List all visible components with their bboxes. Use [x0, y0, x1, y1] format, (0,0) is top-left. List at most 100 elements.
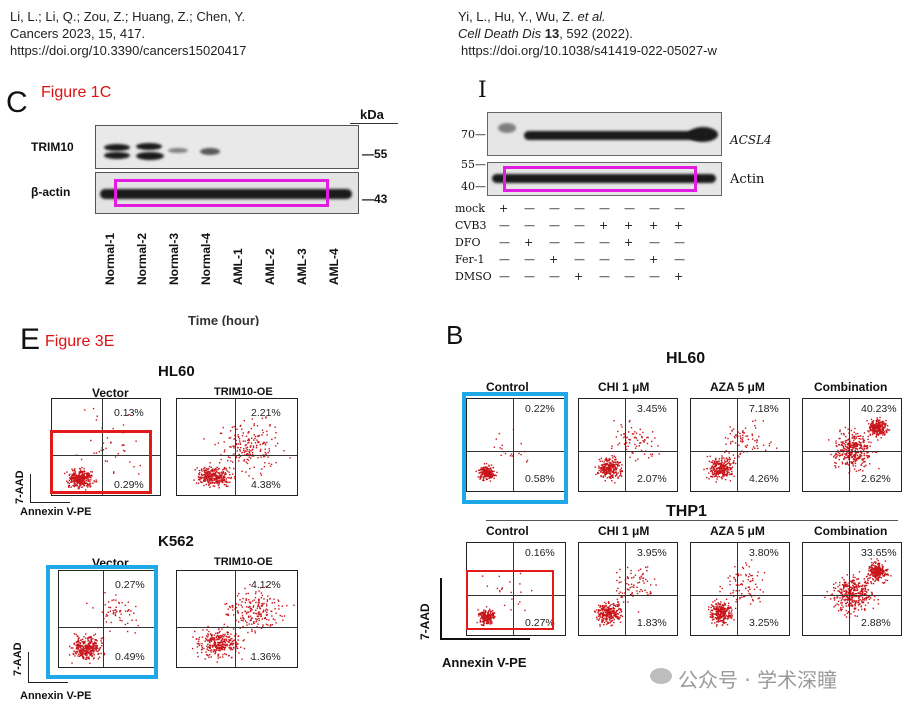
- figure-1c-label: Figure 1C: [41, 84, 112, 101]
- y-axis-label-e1: 7-AAD: [14, 470, 26, 504]
- condition-sign: —: [524, 219, 535, 232]
- condition-sign: —: [499, 219, 510, 232]
- condition-sign: +: [549, 253, 559, 266]
- citation-left-journal: Cancers 2023, 15, 417.: [10, 26, 146, 41]
- flow-plot-thp1-1: 3.95% 1.83%: [578, 542, 678, 636]
- pct-upper: 4.12%: [251, 579, 281, 591]
- condition-sign: —: [649, 270, 660, 283]
- highlight-box-blue-b: [462, 392, 568, 504]
- column-title: CHI 1 μM: [598, 524, 650, 538]
- pct-upper: 0.16%: [525, 547, 555, 559]
- condition-sign: —: [599, 270, 610, 283]
- lane-label: Normal-3: [167, 232, 181, 285]
- flow-plot-thp1-2: 3.80% 3.25%: [690, 542, 790, 636]
- condition-sign: —: [674, 253, 685, 266]
- pct-upper: 2.21%: [251, 407, 281, 419]
- pct-lower: 1.36%: [251, 651, 281, 663]
- condition-sign: —: [599, 253, 610, 266]
- acsl4-label: ACSL4: [730, 133, 772, 147]
- condition-sign: —: [649, 236, 660, 249]
- condition-sign: +: [674, 270, 684, 283]
- pct-lower: 0.27%: [525, 617, 555, 629]
- column-title: Combination: [814, 380, 888, 394]
- kda-rule: [350, 123, 398, 124]
- pct-upper: 3.45%: [637, 403, 667, 415]
- condition-sign: —: [624, 202, 635, 215]
- panel-i-letter: I: [478, 78, 487, 103]
- condition-sign: +: [574, 270, 584, 283]
- flow-plot-hl60-vector: 0.13% 0.29%: [51, 398, 161, 496]
- panel-b-letter: B: [446, 320, 464, 350]
- trim10-oe-title-1: TRIM10-OE: [214, 386, 273, 398]
- wechat-icon: [650, 668, 672, 684]
- condition-sign: —: [624, 253, 635, 266]
- highlight-box-red-e: [50, 430, 152, 494]
- condition-name: DMSO: [455, 270, 492, 283]
- trim10-row-label: TRIM10: [31, 140, 74, 154]
- condition-sign: —: [499, 236, 510, 249]
- condition-sign: +: [674, 219, 684, 232]
- pct-upper: 0.13%: [114, 407, 144, 419]
- condition-sign: —: [549, 270, 560, 283]
- highlight-box-red-b: [466, 570, 554, 630]
- y-axis-arrow-e1: [30, 474, 31, 502]
- trim10-oe-title-2: TRIM10-OE: [214, 556, 273, 568]
- pct-upper: 3.95%: [637, 547, 667, 559]
- condition-sign: —: [549, 236, 560, 249]
- pct-lower: 0.29%: [114, 479, 144, 491]
- lane-labels: Normal-1 Normal-2 Normal-3 Normal-4 AML-1 AML…: [95, 217, 355, 287]
- condition-sign: —: [549, 219, 560, 232]
- panel-c-letter: C: [6, 86, 28, 119]
- highlight-box-blue-e: [46, 565, 158, 679]
- citation-right: Yi, L., Hu, Y., Wu, Z. et al. Cell Death…: [458, 8, 717, 59]
- y-axis-label-b: 7-AAD: [418, 603, 432, 640]
- condition-sign: —: [574, 202, 585, 215]
- flow-plot-k562-trim10-oe: 4.12% 1.36%: [176, 570, 298, 668]
- pct-lower: 0.58%: [525, 473, 555, 485]
- k562-title: K562: [158, 533, 194, 550]
- cut-axis-label: Time (hour): [188, 313, 260, 326]
- condition-sign: —: [624, 270, 635, 283]
- condition-sign: +: [624, 219, 634, 232]
- x-axis-label-e1: Annexin V-PE: [20, 506, 92, 518]
- pct-lower: 2.07%: [637, 473, 667, 485]
- pct-lower: 4.38%: [251, 479, 281, 491]
- flow-plot-hl60-2: 7.18% 4.26%: [690, 398, 790, 492]
- citation-left-authors: Li, L.; Li, Q.; Zou, Z.; Huang, Z.; Chen…: [10, 9, 246, 24]
- lane-label: AML-3: [295, 248, 309, 285]
- condition-sign: —: [524, 202, 535, 215]
- x-axis-arrow-b: [440, 638, 530, 640]
- column-title: CHI 1 μM: [598, 380, 650, 394]
- condition-sign: +: [624, 236, 634, 249]
- marker-40: 40—: [461, 180, 486, 193]
- trim10-blot: [95, 125, 359, 169]
- flow-plot-hl60-3: 40.23% 2.62%: [802, 398, 902, 492]
- condition-name: DFO: [455, 236, 481, 249]
- lane-label: AML-2: [263, 248, 277, 285]
- x-axis-arrow-e2: [28, 682, 68, 683]
- treatment-table: mock + — — — — — — — CVB3 — — — — + + + + DFO — + — — — + — — Fer-1…: [455, 202, 715, 292]
- flow-plot-hl60-1: 3.45% 2.07%: [578, 398, 678, 492]
- beta-actin-row-label: β-actin: [31, 185, 71, 199]
- condition-sign: —: [574, 253, 585, 266]
- pct-upper: 3.80%: [749, 547, 779, 559]
- condition-sign: —: [499, 270, 510, 283]
- citation-right-journal: Cell Death Dis: [458, 26, 542, 41]
- pct-lower: 0.49%: [115, 651, 145, 663]
- column-title: Combination: [814, 524, 888, 538]
- lane-label: Normal-4: [199, 232, 213, 285]
- condition-name: mock: [455, 202, 485, 215]
- citation-right-authors: Yi, L., Hu, Y., Wu, Z.: [458, 9, 574, 24]
- x-axis-label-b: Annexin V-PE: [442, 655, 527, 670]
- column-title: AZA 5 μM: [710, 524, 765, 538]
- pct-upper: 0.22%: [525, 403, 555, 415]
- citation-right-etal: et al.: [577, 9, 606, 24]
- pct-upper: 33.65%: [861, 547, 897, 559]
- condition-sign: —: [599, 202, 610, 215]
- citation-left-doi[interactable]: https://doi.org/10.3390/cancers15020417: [10, 43, 247, 58]
- acsl4-blot: [487, 112, 722, 156]
- column-title: Control: [486, 524, 529, 538]
- condition-sign: +: [649, 219, 659, 232]
- vector-title-1: Vector: [92, 386, 129, 400]
- citation-right-doi[interactable]: https://doi.org/10.1038/s41419-022-05027…: [461, 43, 717, 58]
